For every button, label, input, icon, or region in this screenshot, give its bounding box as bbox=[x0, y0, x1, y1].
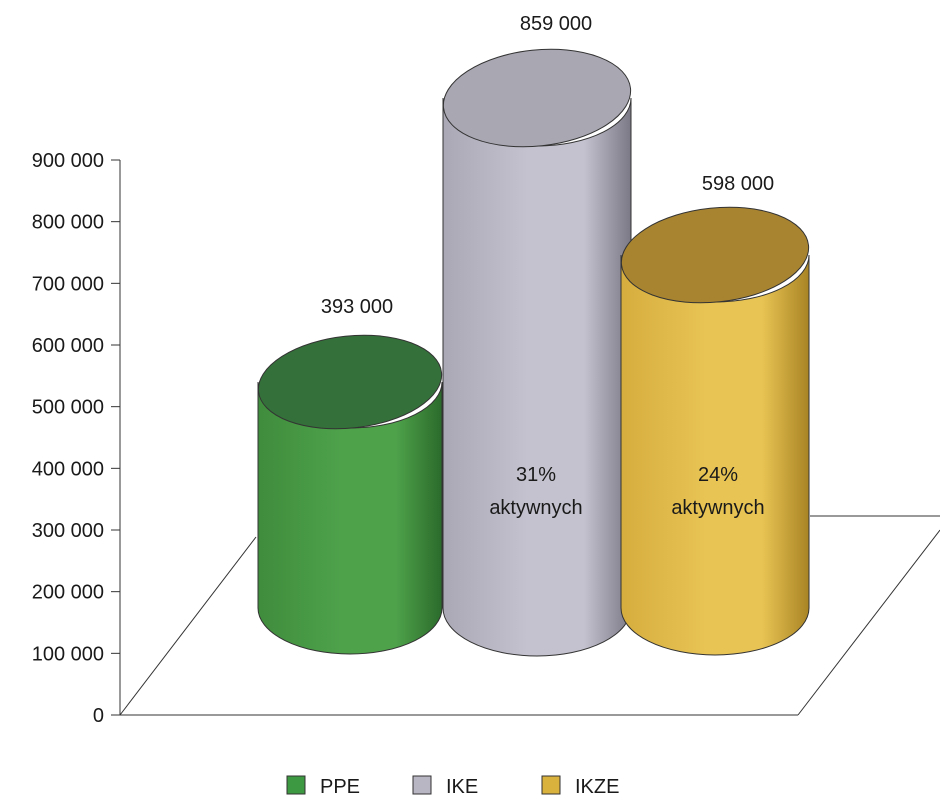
inner-label-ike-percent: 31% bbox=[516, 464, 556, 486]
cylinder-ikze bbox=[620, 206, 810, 656]
value-label-ppe: 393 000 bbox=[321, 296, 393, 318]
inner-labels: 31% aktywnych 24% aktywnych bbox=[489, 464, 764, 519]
inner-label-ike-text: aktywnych bbox=[489, 497, 582, 519]
cylinders bbox=[257, 48, 810, 657]
y-tick-label: 500 000 bbox=[32, 397, 104, 419]
bar-ikze bbox=[620, 254, 810, 656]
legend: PPE IKE IKZE bbox=[286, 775, 619, 798]
bar-ike bbox=[442, 97, 632, 657]
y-tick-label: 0 bbox=[93, 705, 104, 727]
bar-top-ppe bbox=[257, 334, 443, 430]
inner-label-ikze-percent: 24% bbox=[698, 464, 738, 486]
legend-swatch-ikze bbox=[541, 775, 561, 795]
legend-label-ike: IKE bbox=[446, 776, 478, 798]
inner-label-ikze-text: aktywnych bbox=[671, 497, 764, 519]
legend-label-ppe: PPE bbox=[320, 776, 360, 798]
value-labels: 393 000 859 000 598 000 bbox=[321, 13, 774, 318]
legend-swatch-ppe bbox=[286, 775, 306, 795]
chart-axes bbox=[119, 160, 940, 716]
y-axis-ticks: 0 100 000 200 000 300 000 400 000 500 000 600 … bbox=[32, 150, 120, 727]
y-tick-label: 300 000 bbox=[32, 520, 104, 542]
cylinder-ppe bbox=[257, 334, 443, 655]
y-tick-label: 100 000 bbox=[32, 643, 104, 665]
value-label-ike: 859 000 bbox=[520, 13, 592, 35]
cylinder-ike bbox=[442, 48, 632, 657]
legend-swatch-ike bbox=[412, 775, 432, 795]
y-tick-label: 800 000 bbox=[32, 212, 104, 234]
y-tick-label: 700 000 bbox=[32, 273, 104, 295]
bar-top-ike bbox=[442, 48, 632, 148]
y-tick-label: 900 000 bbox=[32, 150, 104, 172]
y-tick-label: 200 000 bbox=[32, 582, 104, 604]
floor-right-edge bbox=[797, 529, 940, 716]
y-tick-label: 600 000 bbox=[32, 335, 104, 357]
legend-label-ikze: IKZE bbox=[575, 776, 619, 798]
floor-left-edge bbox=[119, 536, 257, 716]
y-tick-label: 400 000 bbox=[32, 458, 104, 480]
value-label-ikze: 598 000 bbox=[702, 173, 774, 195]
bar-top-ikze bbox=[620, 206, 810, 304]
